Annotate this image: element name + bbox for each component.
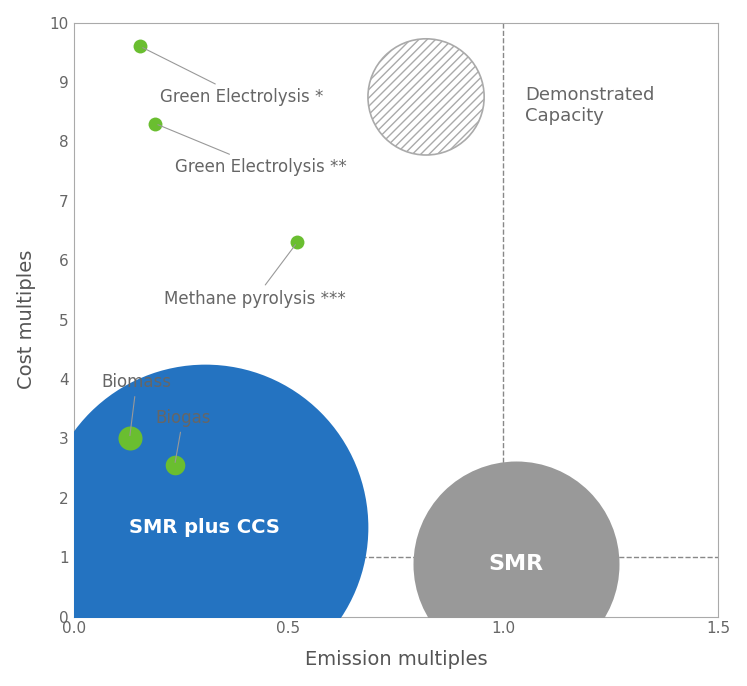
Point bbox=[291, 237, 303, 248]
Point bbox=[199, 522, 211, 533]
X-axis label: Emission multiples: Emission multiples bbox=[305, 650, 487, 670]
Point bbox=[510, 559, 522, 570]
Y-axis label: Cost multiples: Cost multiples bbox=[16, 250, 36, 390]
Text: Green Electrolysis *: Green Electrolysis * bbox=[143, 47, 323, 106]
Text: Methane pyrolysis ***: Methane pyrolysis *** bbox=[164, 245, 346, 308]
Text: Demonstrated
Capacity: Demonstrated Capacity bbox=[525, 86, 654, 126]
Text: SMR plus CCS: SMR plus CCS bbox=[129, 518, 280, 537]
Point bbox=[123, 433, 135, 444]
Text: SMR: SMR bbox=[489, 554, 544, 574]
Point bbox=[149, 118, 161, 129]
Point bbox=[420, 91, 432, 102]
Text: Green Electrolysis **: Green Electrolysis ** bbox=[158, 125, 347, 176]
Text: Biomass: Biomass bbox=[102, 373, 172, 436]
Point bbox=[169, 460, 181, 471]
Text: Biogas: Biogas bbox=[155, 409, 211, 462]
Point bbox=[134, 41, 146, 52]
